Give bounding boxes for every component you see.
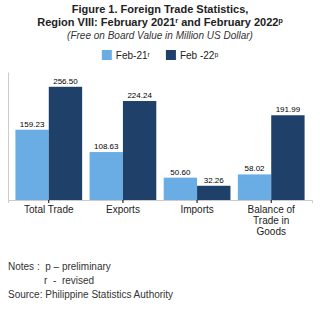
x-axis: Total Trade Exports Imports Balance ofTrade… bbox=[9, 200, 313, 237]
bar bbox=[90, 152, 123, 200]
data-label: 191.99 bbox=[276, 105, 301, 114]
annotation: r - revised bbox=[8, 275, 94, 286]
bars bbox=[15, 87, 304, 200]
bar bbox=[15, 130, 48, 200]
x-tick-mark bbox=[122, 200, 123, 203]
title: Region VIII: February 2021ʳ and February… bbox=[37, 16, 283, 28]
legend: Feb-21ʳ Feb -22ᵖ bbox=[102, 50, 219, 61]
data-label: 50.60 bbox=[170, 168, 191, 177]
legend-swatch bbox=[102, 50, 112, 60]
x-tick-label-line: Imports bbox=[180, 204, 213, 215]
legend-label: Feb -22ᵖ bbox=[180, 50, 218, 61]
y-axis-line bbox=[8, 73, 9, 201]
data-label: 224.24 bbox=[127, 91, 152, 100]
subtitle: (Free on Board Value in Million US Dolla… bbox=[67, 30, 253, 41]
legend-swatch bbox=[166, 50, 176, 60]
x-tick-label: Exports bbox=[106, 204, 140, 215]
x-tick: Balance ofTrade inGoods bbox=[248, 200, 295, 237]
bar bbox=[49, 87, 82, 200]
annotation: Notes : p – preliminary bbox=[8, 261, 111, 272]
x-tick-mark bbox=[271, 200, 272, 203]
legend-item: Feb-21ʳ bbox=[102, 50, 151, 61]
x-tick-label-line: Exports bbox=[106, 204, 140, 215]
bar bbox=[164, 178, 197, 200]
x-tick: Total Trade bbox=[24, 200, 74, 215]
data-labels: 159.23 108.63 50.60 58.02 256.50 224.24 32.26 1… bbox=[20, 77, 301, 185]
x-tick-label-line: Total Trade bbox=[24, 204, 74, 215]
data-label: 32.26 bbox=[204, 176, 225, 185]
x-tick-label: Balance ofTrade inGoods bbox=[248, 204, 295, 237]
bar bbox=[271, 115, 304, 200]
legend-item: Feb -22ᵖ bbox=[166, 50, 218, 61]
chart-container: Figure 1. Foreign Trade Statistics,Regio… bbox=[0, 0, 320, 316]
title: Figure 1. Foreign Trade Statistics, bbox=[72, 3, 249, 15]
data-label: 256.50 bbox=[53, 77, 78, 86]
x-tick-label: Total Trade bbox=[24, 204, 74, 215]
y-axis bbox=[8, 73, 9, 201]
data-label: 108.63 bbox=[94, 142, 119, 151]
x-tick-label-line: Balance of bbox=[248, 204, 295, 215]
x-tick: Exports bbox=[106, 200, 140, 215]
data-label: 58.02 bbox=[245, 164, 266, 173]
bar bbox=[197, 186, 230, 200]
x-tick-label-line: Trade in bbox=[253, 215, 289, 226]
x-tick: Imports bbox=[180, 200, 213, 215]
x-tick-label: Imports bbox=[180, 204, 213, 215]
x-axis-line bbox=[9, 201, 313, 204]
x-tick-mark bbox=[197, 200, 198, 203]
chart-svg: Figure 1. Foreign Trade Statistics,Regio… bbox=[0, 0, 320, 316]
bar bbox=[123, 101, 156, 200]
plot: 159.23 108.63 50.60 58.02 256.50 224.24 32.26 1… bbox=[9, 73, 313, 238]
bar bbox=[238, 174, 271, 200]
annotation: Source: Philippine Statistics Authority bbox=[8, 289, 173, 300]
legend-label: Feb-21ʳ bbox=[116, 50, 151, 61]
x-tick-mark bbox=[48, 200, 49, 203]
data-label: 159.23 bbox=[20, 120, 45, 129]
x-tick-label-line: Goods bbox=[256, 226, 285, 237]
